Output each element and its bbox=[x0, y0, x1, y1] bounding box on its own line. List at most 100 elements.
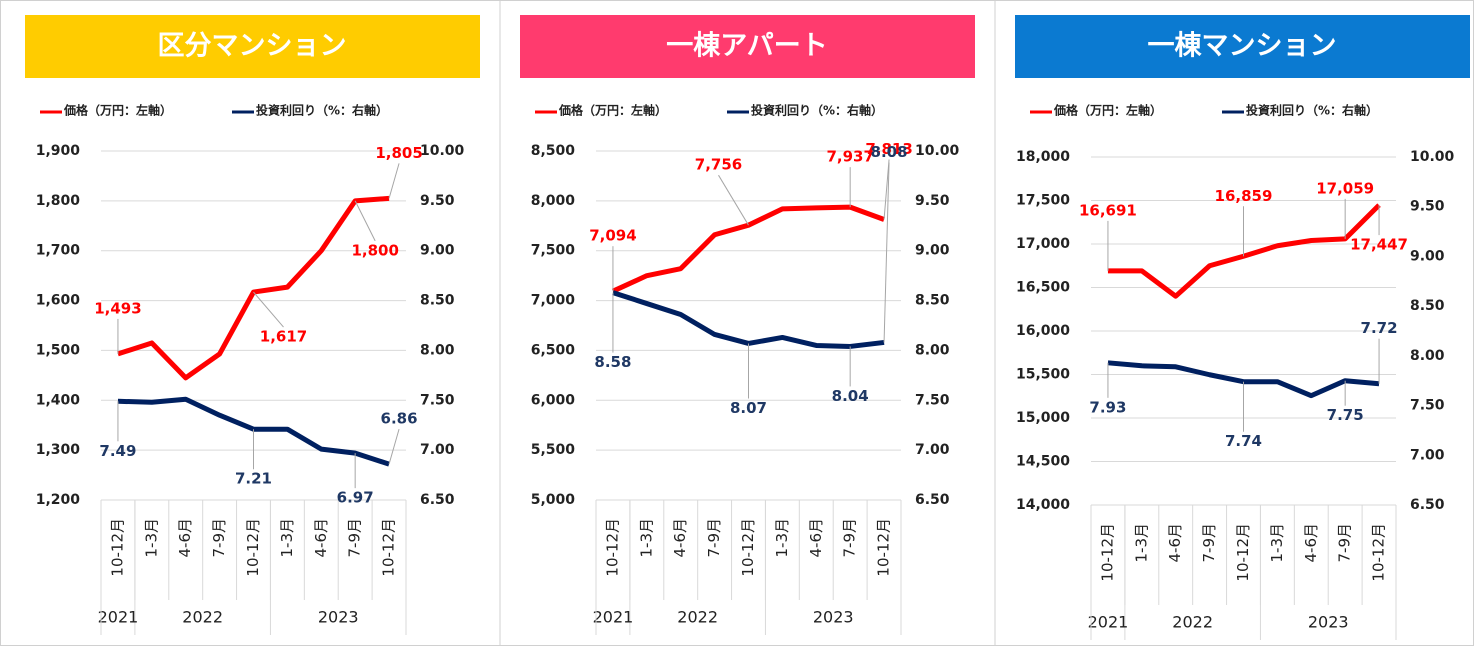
data-label: 8.04 bbox=[832, 387, 869, 405]
data-label: 7.21 bbox=[235, 470, 272, 488]
y2-tick-label: 7.50 bbox=[915, 392, 950, 408]
x-tick-label: 4-6月 bbox=[1166, 523, 1184, 563]
data-label: 1,805 bbox=[375, 144, 422, 162]
y-tick-label: 1,800 bbox=[36, 193, 81, 209]
data-label: 1,493 bbox=[94, 299, 141, 317]
y2-tick-label: 7.00 bbox=[915, 442, 950, 458]
data-label: 7,813 bbox=[865, 140, 912, 158]
data-label: 7,094 bbox=[589, 227, 636, 245]
legend-label: 価格（万円：左軸） bbox=[63, 103, 172, 118]
data-label: 7,756 bbox=[695, 156, 742, 174]
x-tick-label: 4-6月 bbox=[807, 518, 825, 558]
x-tick-label: 4-6月 bbox=[176, 518, 194, 558]
title-box bbox=[1015, 15, 1470, 78]
data-label: 17,059 bbox=[1316, 179, 1374, 197]
y-tick-label: 1,500 bbox=[36, 342, 81, 358]
year-label: 2022 bbox=[182, 608, 223, 627]
data-label: 16,859 bbox=[1215, 187, 1273, 205]
x-tick-label: 4-6月 bbox=[312, 518, 330, 558]
y-tick-label: 7,500 bbox=[531, 243, 576, 259]
y2-tick-label: 9.00 bbox=[420, 243, 455, 259]
x-tick-label: 7-9月 bbox=[1336, 523, 1354, 563]
chart-title: 一棟アパート bbox=[666, 31, 827, 62]
y-tick-label: 16,500 bbox=[1016, 280, 1070, 296]
x-tick-label: 1-3月 bbox=[278, 518, 296, 558]
y-tick-label: 15,000 bbox=[1016, 410, 1070, 426]
y-tick-label: 1,300 bbox=[36, 442, 81, 458]
data-label: 7,937 bbox=[826, 148, 873, 166]
y2-tick-label: 8.00 bbox=[420, 342, 455, 358]
y-tick-label: 15,500 bbox=[1016, 367, 1070, 383]
data-label: 7.93 bbox=[1089, 398, 1126, 416]
x-tick-label: 4-6月 bbox=[671, 518, 689, 558]
y2-tick-label: 9.50 bbox=[1410, 199, 1445, 215]
year-label: 2021 bbox=[1088, 613, 1129, 632]
y2-tick-label: 10.00 bbox=[915, 143, 960, 159]
y2-tick-label: 6.50 bbox=[420, 492, 455, 508]
chart-title: 区分マンション bbox=[158, 31, 347, 62]
legend-label: 投資利回り（%：右軸） bbox=[1246, 103, 1378, 118]
data-label: 1,800 bbox=[351, 241, 398, 259]
x-tick-label: 10-12月 bbox=[875, 518, 893, 577]
y-tick-label: 14,500 bbox=[1016, 454, 1070, 470]
y-tick-label: 8,500 bbox=[531, 143, 576, 159]
y-tick-label: 14,000 bbox=[1016, 497, 1070, 513]
legend-label: 価格（万円：左軸） bbox=[1053, 103, 1162, 118]
y2-tick-label: 7.50 bbox=[420, 392, 455, 408]
chart-title: 一棟マンション bbox=[1148, 31, 1337, 62]
y-tick-label: 1,400 bbox=[36, 392, 81, 408]
y2-tick-label: 10.00 bbox=[1410, 149, 1455, 165]
y-tick-label: 5,500 bbox=[531, 442, 576, 458]
x-tick-label: 1-3月 bbox=[773, 518, 791, 558]
title-box bbox=[25, 15, 480, 78]
title-box bbox=[520, 15, 975, 78]
year-label: 2023 bbox=[813, 608, 854, 627]
y2-tick-label: 8.50 bbox=[420, 293, 455, 309]
x-tick-label: 10-12月 bbox=[739, 518, 757, 577]
data-label: 7.72 bbox=[1361, 319, 1398, 337]
year-label: 2023 bbox=[1308, 613, 1349, 632]
y2-tick-label: 8.50 bbox=[1410, 298, 1445, 314]
x-tick-label: 4-6月 bbox=[1302, 523, 1320, 563]
leader-line bbox=[718, 174, 749, 226]
data-label: 17,447 bbox=[1350, 236, 1408, 254]
x-tick-label: 10-12月 bbox=[108, 518, 126, 577]
y2-tick-label: 7.50 bbox=[1410, 398, 1445, 414]
x-tick-label: 10-12月 bbox=[244, 518, 262, 577]
y-tick-label: 5,000 bbox=[531, 492, 576, 508]
x-tick-label: 7-9月 bbox=[210, 518, 228, 558]
x-tick-label: 1-3月 bbox=[142, 518, 160, 558]
y-tick-label: 7,000 bbox=[531, 293, 576, 309]
x-tick-label: 1-3月 bbox=[637, 518, 655, 558]
leader-line bbox=[883, 159, 890, 220]
year-label: 2021 bbox=[98, 608, 139, 627]
x-tick-label: 10-12月 bbox=[1234, 523, 1252, 582]
leader-line bbox=[883, 162, 890, 343]
x-tick-label: 1-3月 bbox=[1132, 523, 1150, 563]
y2-tick-label: 9.50 bbox=[420, 193, 455, 209]
x-tick-label: 10-12月 bbox=[380, 518, 398, 577]
data-label: 6.86 bbox=[381, 410, 418, 428]
data-label: 7.49 bbox=[99, 442, 136, 460]
y-tick-label: 6,500 bbox=[531, 342, 576, 358]
y-tick-label: 6,000 bbox=[531, 392, 576, 408]
leader-line bbox=[388, 428, 400, 465]
leader-line bbox=[253, 291, 284, 328]
legend-label: 投資利回り（%：右軸） bbox=[256, 103, 388, 118]
y-tick-label: 1,600 bbox=[36, 293, 81, 309]
legend-label: 投資利回り（%：右軸） bbox=[751, 103, 883, 118]
x-tick-label: 10-12月 bbox=[1098, 523, 1116, 582]
x-tick-label: 10-12月 bbox=[1370, 523, 1388, 582]
y2-tick-label: 8.00 bbox=[915, 342, 950, 358]
data-label: 6.97 bbox=[337, 489, 374, 507]
y-tick-label: 18,000 bbox=[1016, 149, 1070, 165]
data-label: 8.58 bbox=[594, 353, 631, 371]
y2-tick-label: 6.50 bbox=[915, 492, 950, 508]
y2-tick-label: 8.00 bbox=[1410, 348, 1445, 364]
y2-tick-label: 10.00 bbox=[420, 143, 465, 159]
y-tick-label: 8,000 bbox=[531, 193, 576, 209]
leader-line bbox=[354, 200, 376, 242]
y2-tick-label: 7.00 bbox=[420, 442, 455, 458]
